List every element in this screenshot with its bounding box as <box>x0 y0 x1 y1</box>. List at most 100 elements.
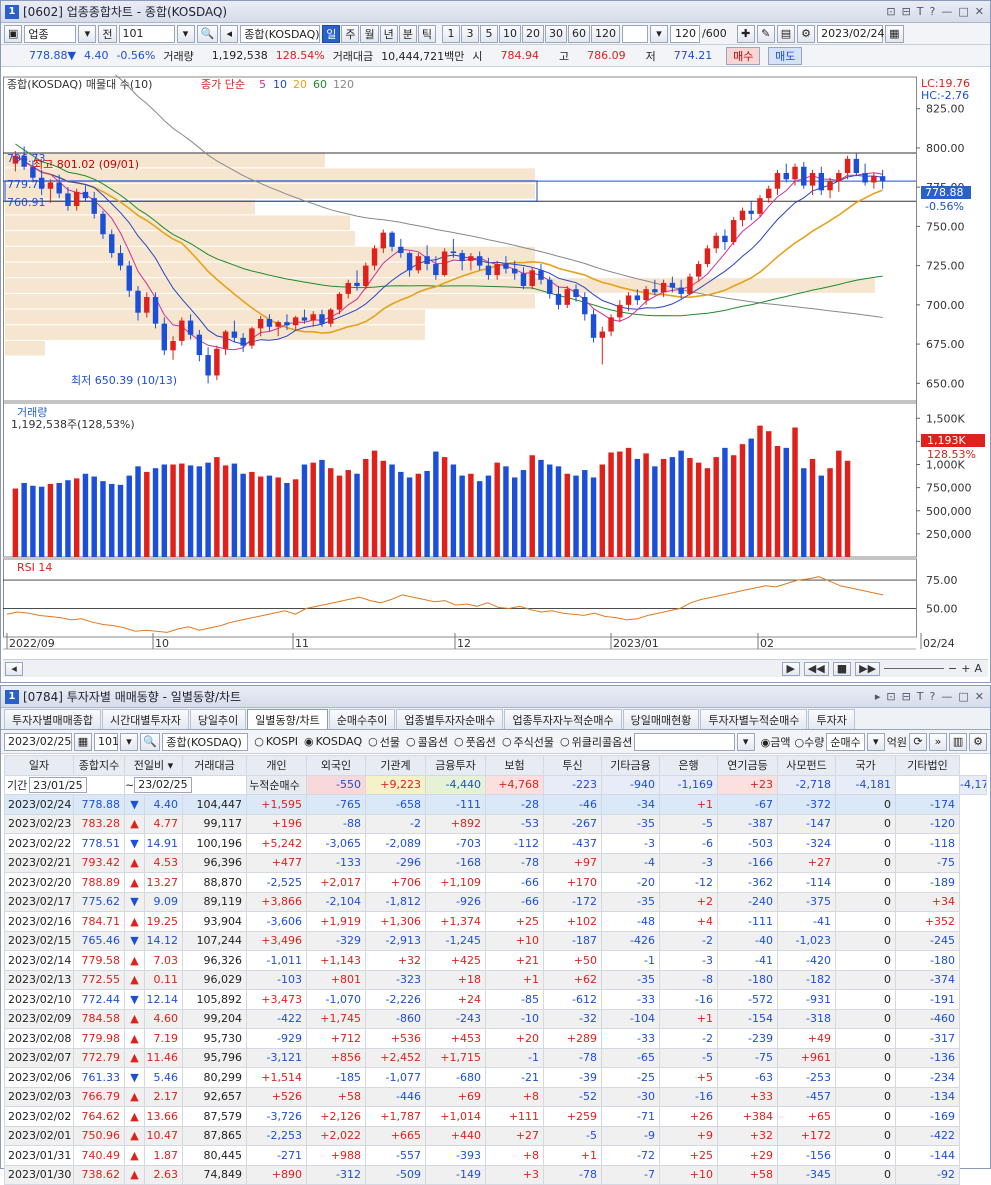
interval-button-3[interactable]: 3 <box>460 24 479 43</box>
table-row[interactable]: 2023/02/06 761.33 ▼ 5.46 80,299 +1,514 -185 -1,… <box>4 1067 987 1088</box>
period-button-3[interactable]: 년 <box>379 24 398 43</box>
text-size-icon[interactable]: A <box>974 662 982 675</box>
radio-circle-icon[interactable]: ○ <box>501 735 512 748</box>
table-row[interactable]: 2023/02/10 772.44 ▼ 12.14 105,892 +3,473 -1,07… <box>4 989 987 1010</box>
radio-1[interactable]: ◉ KOSDAQ <box>304 734 362 750</box>
radio-circle-icon[interactable]: ○ <box>453 735 464 748</box>
stop-icon[interactable]: ■ <box>832 661 852 676</box>
mode-select[interactable]: 순매수 <box>826 732 865 751</box>
link-icon[interactable]: ⊡ <box>886 5 896 18</box>
unit-radio-1[interactable]: ○수량 <box>795 734 825 750</box>
chart-scrollbar[interactable]: ◂ ▶ ◀◀ ■ ▶▶ − + A <box>3 659 988 677</box>
chart-menu-button[interactable]: ▣ <box>4 24 23 43</box>
column-header-10[interactable]: 기타금융 <box>601 755 660 776</box>
close-icon[interactable]: ✕ <box>974 690 984 703</box>
table-row[interactable]: 2023/02/14 779.58 ▲ 7.03 96,326 -1,011 +1,143 +… <box>4 950 987 971</box>
stock-chart-svg[interactable]: 825.00800.00775.00750.00725.00700.00675.… <box>3 7 990 675</box>
count-input[interactable]: 120 <box>669 24 700 43</box>
tab-5[interactable]: 업종별투자자순매수 <box>396 709 504 729</box>
radio-5[interactable]: ○ 주식선물 <box>502 734 554 750</box>
radio-circle-icon[interactable]: ◉ <box>760 735 771 749</box>
font-icon[interactable]: T <box>916 5 924 18</box>
chevron-down-icon[interactable]: ▾ <box>736 732 755 751</box>
interval-button-10[interactable]: 10 <box>498 24 521 43</box>
column-header-14[interactable]: 국가 <box>835 755 896 776</box>
radio-circle-icon[interactable]: ○ <box>254 735 264 748</box>
tab-2[interactable]: 당일추이 <box>189 709 247 729</box>
tab-6[interactable]: 업종투자자누적순매수 <box>504 709 622 729</box>
period-button-1[interactable]: 주 <box>341 24 360 43</box>
table-row[interactable]: 2023/01/30 738.62 ▲ 2.63 74,849 +890 -312 -509-… <box>4 1164 987 1185</box>
chevron-down-icon[interactable]: ▾ <box>866 732 885 751</box>
period-button-4[interactable]: 분 <box>398 24 417 43</box>
radio-circle-icon[interactable]: ◉ <box>303 735 314 748</box>
code-input[interactable]: 101 <box>118 24 175 43</box>
buy-button[interactable]: 매수 <box>726 46 761 65</box>
interval-button-60[interactable]: 60 <box>567 24 590 43</box>
prev-icon[interactable]: ◂ <box>220 24 239 43</box>
layout-icon[interactable]: ⊟ <box>901 5 911 18</box>
interval-button-20[interactable]: 20 <box>521 24 544 43</box>
chevron-down-icon[interactable]: ▾ <box>176 24 195 43</box>
chart-area[interactable]: 825.00800.00775.00750.00725.00700.00675.… <box>3 7 990 675</box>
table-row[interactable]: 2023/02/23 783.28 ▲ 4.77 99,117 +196 -88 -2 +892… <box>4 813 987 834</box>
tab-9[interactable]: 투자자 <box>808 709 855 729</box>
minimize-icon[interactable]: — <box>941 690 953 703</box>
gear-icon[interactable]: ⚙ <box>797 24 816 43</box>
column-header-0[interactable]: 일자 <box>4 755 74 776</box>
layout-icon[interactable]: ⊟ <box>901 690 911 703</box>
zoom-out-icon[interactable]: − <box>948 662 958 675</box>
chart-titlebar[interactable]: 1 [0602] 업종종합차트 - 종합(KOSDAQ) ⊡ ⊟ T? — □ ✕ <box>1 1 990 23</box>
period-button-2[interactable]: 월 <box>360 24 379 43</box>
save-icon[interactable]: ▤ <box>776 24 796 43</box>
period-button-5[interactable]: 틱 <box>417 24 436 43</box>
tab-7[interactable]: 당일매매현황 <box>622 709 700 729</box>
draw-icon[interactable]: ✎ <box>756 24 775 43</box>
table-row[interactable]: 2023/02/02 764.62 ▲ 13.66 87,579 -3,726 +2,126… <box>4 1106 987 1127</box>
interval-button-30[interactable]: 30 <box>544 24 567 43</box>
help-icon[interactable]: ? <box>929 5 936 18</box>
code-group-button[interactable]: 전 <box>98 24 117 43</box>
help-icon[interactable]: ? <box>929 690 936 703</box>
chart-icon[interactable]: ▥ <box>949 732 968 751</box>
radio-circle-icon[interactable]: ○ <box>405 735 416 748</box>
table-row[interactable]: 2023/02/17 775.62 ▼ 9.09 89,119 +3,866 -2,104-… <box>4 891 987 912</box>
radio-0[interactable]: ○ KOSPI <box>254 734 298 750</box>
table-row[interactable]: 2023/02/03 766.79 ▲ 2.17 92,657 +526 +58 -446 +6… <box>4 1086 987 1107</box>
tab-8[interactable]: 투자자별누적순매수 <box>700 709 808 729</box>
period-to-input[interactable]: 23/02/25 <box>134 776 192 793</box>
table-row[interactable]: 2023/02/07 772.79 ▲ 11.46 95,796 -3,121 +856 +2… <box>4 1047 987 1068</box>
column-header-2[interactable]: 전일비 ▾ <box>124 755 183 776</box>
rewind-icon[interactable]: ◀◀ <box>803 661 829 676</box>
chevron-down-icon[interactable]: ▾ <box>120 732 138 751</box>
play-icon[interactable]: ▶ <box>781 661 800 676</box>
table-row[interactable]: 2023/02/13 772.55 ▲ 0.11 96,029 -103 +801 -323 +… <box>4 969 987 990</box>
column-header-8[interactable]: 보험 <box>485 755 544 776</box>
date-input[interactable]: 2023/02/24 <box>817 24 885 43</box>
tools-icon[interactable]: ✚ <box>736 24 755 43</box>
tab-3[interactable]: 일별동향/차트 <box>247 709 328 729</box>
maximize-icon[interactable]: □ <box>958 690 969 703</box>
radio-circle-icon[interactable]: ○ <box>368 735 378 748</box>
flow-code-input[interactable]: 101 <box>94 732 119 751</box>
table-row[interactable]: 2023/02/01 750.96 ▲ 10.47 87,865 -2,253 +2,022… <box>4 1125 987 1146</box>
column-header-12[interactable]: 연기금등 <box>717 755 778 776</box>
table-row[interactable]: 2023/02/08 779.98 ▲ 7.19 95,730 -929 +712 +536 +… <box>4 1028 987 1049</box>
category-select[interactable]: 업종 <box>24 24 77 43</box>
search-icon[interactable]: 🔍 <box>140 732 161 751</box>
column-header-1[interactable]: 종합지수 <box>73 755 125 776</box>
next-icon[interactable]: » <box>929 732 948 751</box>
column-header-4[interactable]: 개인 <box>246 755 307 776</box>
column-header-11[interactable]: 은행 <box>659 755 718 776</box>
table-row[interactable]: 2023/02/20 788.89 ▲ 13.27 88,870 -2,525 +2,017… <box>4 872 987 893</box>
radio-6[interactable]: ○ 위클리콜옵션 <box>560 734 632 750</box>
radio-circle-icon[interactable]: ○ <box>560 735 570 748</box>
radio-4[interactable]: ○ 풋옵션 <box>454 734 496 750</box>
chevron-down-icon[interactable]: ▾ <box>78 24 97 43</box>
column-header-3[interactable]: 거래대금 <box>182 755 247 776</box>
font-icon[interactable]: T <box>916 690 924 703</box>
search-icon[interactable]: 🔍 <box>196 24 219 43</box>
zoom-in-icon[interactable]: + <box>961 662 971 675</box>
column-header-13[interactable]: 사모펀드 <box>777 755 836 776</box>
table-row[interactable]: 2023/02/22 778.51 ▼ 14.91 100,196 +5,242 -3,06… <box>4 833 987 854</box>
